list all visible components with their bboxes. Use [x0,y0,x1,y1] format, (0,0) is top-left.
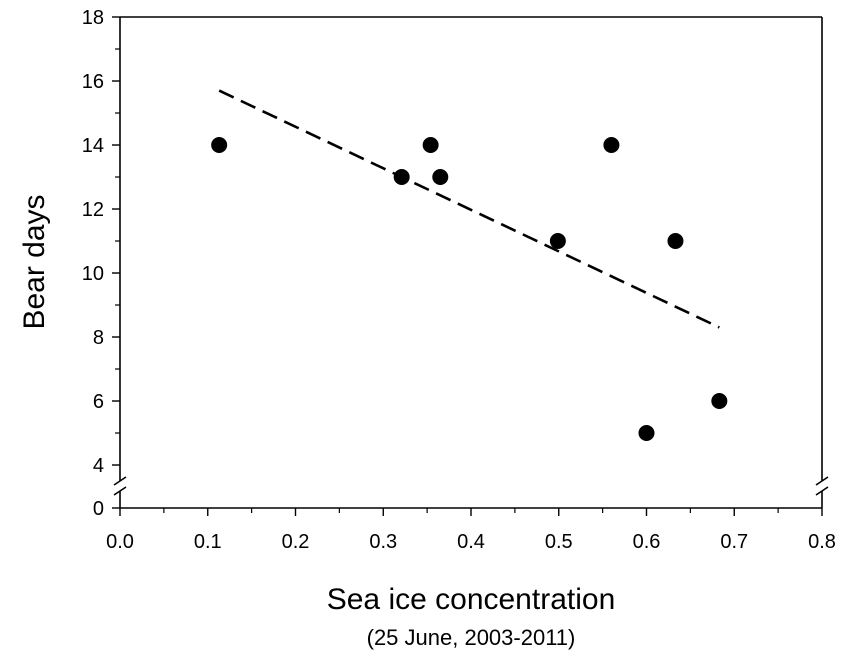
x-tick-label: 0.3 [369,531,397,553]
x-tick-label: 0.2 [282,531,310,553]
y-tick-label: 18 [82,7,104,29]
x-axis-ticks: 0.0 0.1 0.2 0.3 0.4 0.5 0.6 0.7 0.8 [106,508,836,553]
y-tick-label: 16 [82,71,104,93]
y-tick-label: 12 [82,199,104,221]
y-tick-label: 8 [93,327,104,349]
x-tick-label: 0.0 [106,531,134,553]
y-axis-ticks: 0 4 6 8 10 12 14 16 18 [82,7,120,520]
data-point [211,137,228,153]
axis-break-mark-right [815,476,829,486]
y-tick-label: 10 [82,263,104,285]
x-tick-label: 0.8 [808,531,836,553]
axis-break-mark-left [113,476,127,486]
data-point [667,233,684,249]
data-points [211,137,728,441]
data-point [711,393,728,409]
data-point [432,169,449,185]
plot-frame [119,16,823,509]
data-point [549,233,566,249]
x-tick-label: 0.4 [457,531,485,553]
y-tick-label: 4 [93,455,104,477]
y-tick-label: 0 [93,498,104,520]
x-tick-label: 0.7 [720,531,748,553]
axis-break-mark-right [815,486,829,496]
y-tick-label: 6 [93,391,104,413]
axis-break-marks [113,476,829,496]
data-point [393,169,410,185]
x-tick-label: 0.5 [545,531,573,553]
x-tick-label: 0.1 [194,531,222,553]
x-axis-title: Sea ice concentration [327,583,616,616]
data-point [638,425,655,441]
x-tick-label: 0.6 [633,531,661,553]
axis-break-mark-left [113,486,127,496]
trendline-path [218,89,720,329]
data-point [603,137,620,153]
y-axis-title: Bear days [18,194,51,329]
data-point [422,137,439,153]
y-tick-label: 14 [82,135,104,157]
x-axis-subtitle: (25 June, 2003-2011) [367,625,576,650]
trendline [218,89,720,329]
